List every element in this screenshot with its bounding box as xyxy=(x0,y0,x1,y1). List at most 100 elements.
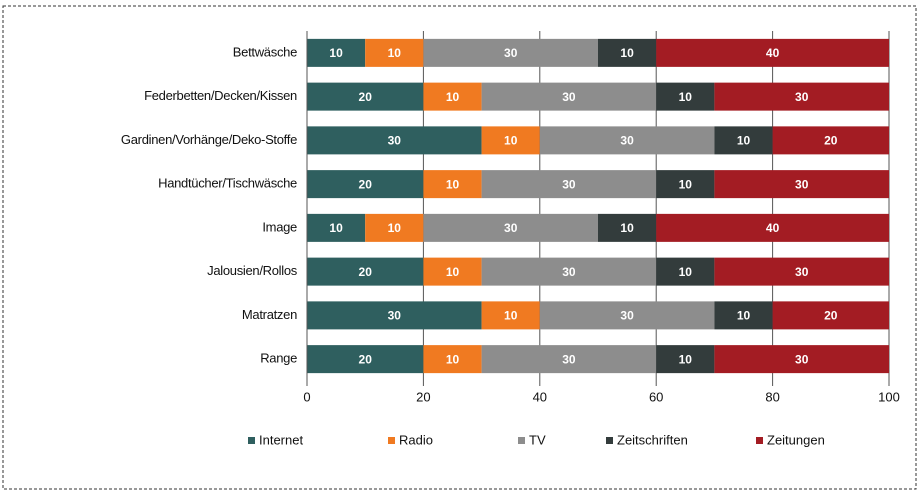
bar-segment xyxy=(539,126,715,155)
legend-swatch xyxy=(518,437,525,444)
data-label: 20 xyxy=(359,90,373,104)
x-tick-label: 40 xyxy=(533,389,547,404)
data-label: 30 xyxy=(562,90,576,104)
bar-segment xyxy=(656,38,889,67)
legend-label: Zeitungen xyxy=(767,432,825,447)
bar-segment xyxy=(714,257,889,286)
data-label: 10 xyxy=(446,352,460,366)
x-tick-label: 100 xyxy=(878,389,900,404)
data-label: 30 xyxy=(504,221,518,235)
bar-segment xyxy=(656,82,715,111)
bar-segment xyxy=(539,301,715,330)
bar-segment xyxy=(423,257,482,286)
data-label: 30 xyxy=(795,352,809,366)
data-label: 10 xyxy=(388,221,402,235)
bar-segment xyxy=(656,257,715,286)
data-label: 10 xyxy=(329,221,343,235)
bar-segment xyxy=(307,38,366,67)
data-label: 20 xyxy=(359,352,373,366)
y-tick-label: Handtücher/Tischwäsche xyxy=(158,176,297,191)
data-label: 30 xyxy=(795,90,809,104)
data-label: 40 xyxy=(766,46,780,60)
legend-swatch xyxy=(756,437,763,444)
data-label: 30 xyxy=(795,177,809,191)
data-label: 10 xyxy=(388,46,402,60)
legend-swatch xyxy=(248,437,255,444)
bar-segment xyxy=(481,301,540,330)
data-label: 40 xyxy=(766,221,780,235)
bar-segment xyxy=(423,170,482,199)
legend-label: Internet xyxy=(259,432,303,447)
data-label: 30 xyxy=(388,134,402,148)
data-label: 10 xyxy=(679,177,693,191)
data-label: 30 xyxy=(620,309,634,323)
data-label: 10 xyxy=(446,177,460,191)
bar-segment xyxy=(714,170,889,199)
bar-segment xyxy=(481,345,657,374)
data-label: 30 xyxy=(562,177,576,191)
data-label: 10 xyxy=(446,265,460,279)
x-tick-label: 20 xyxy=(416,389,430,404)
data-label: 10 xyxy=(620,221,634,235)
bar-segment xyxy=(598,213,657,242)
bar-segment xyxy=(307,170,424,199)
bar-segment xyxy=(307,126,482,155)
data-label: 10 xyxy=(504,309,518,323)
y-tick-label: Gardinen/Vorhänge/Deko-Stoffe xyxy=(121,132,297,147)
data-label: 20 xyxy=(824,134,838,148)
data-label: 10 xyxy=(329,46,343,60)
data-label: 10 xyxy=(737,134,751,148)
data-label: 20 xyxy=(359,177,373,191)
bar-segment xyxy=(656,345,715,374)
data-label: 10 xyxy=(504,134,518,148)
bar-segment xyxy=(365,38,424,67)
bar-segment xyxy=(307,257,424,286)
data-label: 10 xyxy=(679,265,693,279)
data-label: 20 xyxy=(824,309,838,323)
bar-segment xyxy=(656,170,715,199)
data-label: 30 xyxy=(562,352,576,366)
bar-segment xyxy=(307,345,424,374)
bar-segment xyxy=(772,126,889,155)
y-tick-label: Federbetten/Decken/Kissen xyxy=(144,88,297,103)
y-tick-label: Jalousien/Rollos xyxy=(207,263,298,278)
bar-segment xyxy=(772,301,889,330)
legend-swatch xyxy=(388,437,395,444)
bar-segment xyxy=(423,38,598,67)
data-label: 10 xyxy=(446,90,460,104)
x-tick-label: 60 xyxy=(649,389,663,404)
bar-segment xyxy=(714,345,889,374)
bar-segment xyxy=(714,301,773,330)
data-label: 30 xyxy=(504,46,518,60)
data-label: 30 xyxy=(388,309,402,323)
bar-segment xyxy=(423,82,482,111)
bar-segment xyxy=(481,257,657,286)
frame xyxy=(2,5,917,490)
bar-segment xyxy=(656,213,889,242)
y-tick-label: Bettwäsche xyxy=(233,44,297,59)
x-tick-label: 80 xyxy=(765,389,779,404)
y-tick-label: Image xyxy=(262,219,297,234)
bar-segment xyxy=(307,213,366,242)
data-label: 10 xyxy=(679,352,693,366)
bar-segment xyxy=(423,345,482,374)
data-label: 30 xyxy=(620,134,634,148)
bar-segment xyxy=(307,301,482,330)
data-label: 30 xyxy=(795,265,809,279)
bar-segment xyxy=(365,213,424,242)
data-label: 10 xyxy=(679,90,693,104)
bar-segment xyxy=(423,213,598,242)
bar-segment xyxy=(481,170,657,199)
legend-label: TV xyxy=(529,432,546,447)
bar-segment xyxy=(714,82,889,111)
legend-label: Radio xyxy=(399,432,433,447)
y-tick-label: Matratzen xyxy=(242,307,297,322)
y-tick-label: Range xyxy=(260,351,297,366)
legend-swatch xyxy=(606,437,613,444)
data-label: 10 xyxy=(620,46,634,60)
legend-label: Zeitschriften xyxy=(617,432,688,447)
bar-segment xyxy=(307,82,424,111)
bar-segment xyxy=(598,38,657,67)
data-label: 10 xyxy=(737,309,751,323)
